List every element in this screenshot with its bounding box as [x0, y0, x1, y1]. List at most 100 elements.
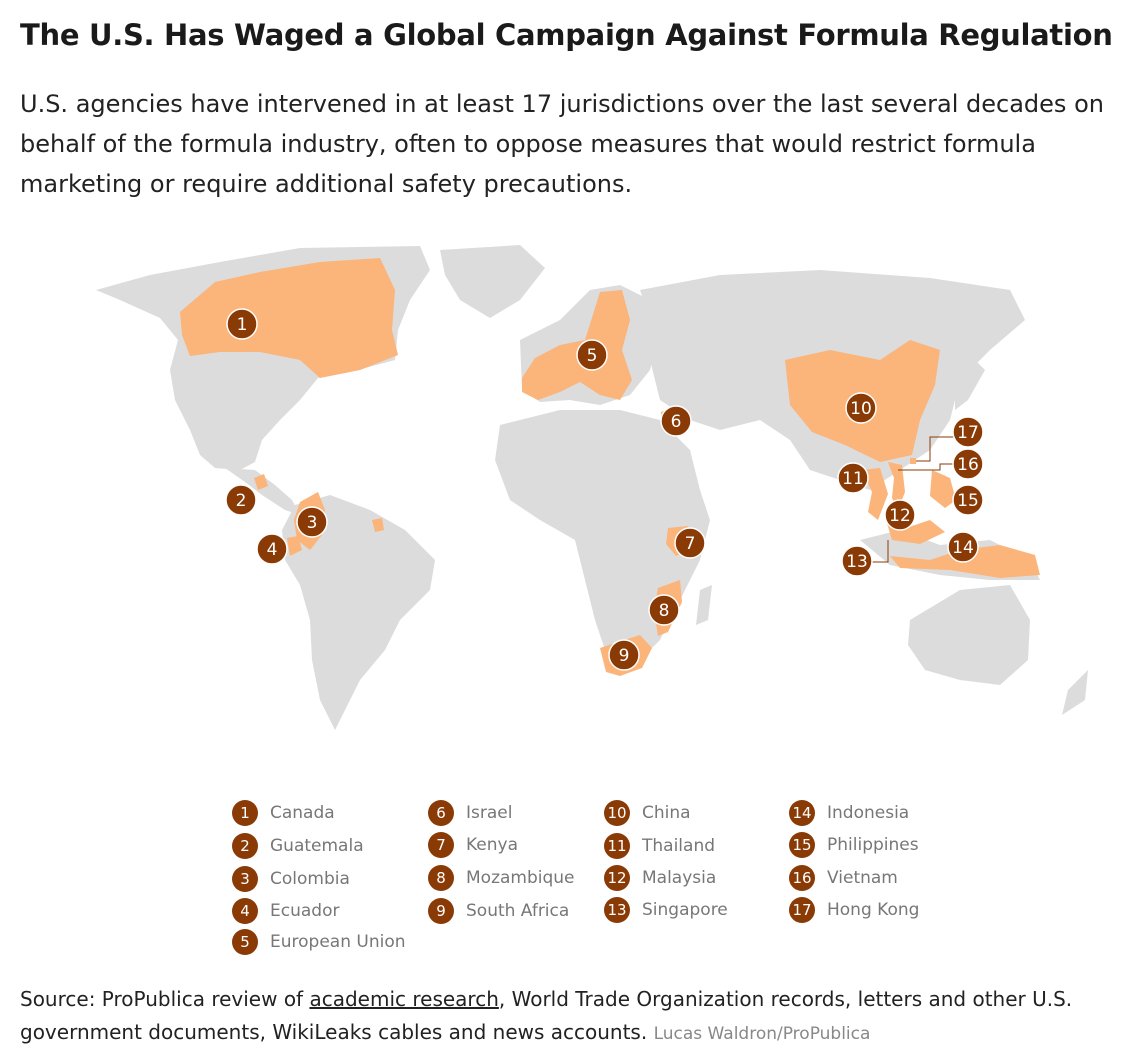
source-suffix: , World Trade Organization records, lett…	[20, 987, 1073, 1044]
legend-badge: 3	[232, 866, 258, 892]
land-madagascar	[696, 585, 712, 625]
legend-label: Ecuador	[270, 901, 340, 921]
region-european-union	[522, 290, 632, 400]
legend-item-14: 14 Indonesia	[789, 800, 909, 826]
map-marker-vietnam	[952, 448, 984, 480]
legend-badge: 4	[232, 898, 258, 924]
map-marker-label: 10	[850, 399, 872, 419]
legend-item-13: 13 Singapore	[604, 897, 728, 923]
land-south-america	[282, 495, 435, 730]
map-marker-south-africa	[608, 639, 640, 671]
map-marker-canada	[226, 308, 258, 340]
map-marker-label: 1	[237, 315, 248, 335]
legend-badge: 14	[789, 800, 815, 826]
map-marker-philippines	[952, 484, 984, 516]
legend-label: Malaysia	[642, 868, 717, 888]
map-marker-label: 16	[957, 455, 979, 475]
legend-label: Mozambique	[466, 868, 575, 888]
legend-label: Philippines	[827, 835, 919, 855]
legend-label: Guatemala	[270, 836, 364, 856]
map-marker-label: 7	[685, 534, 696, 554]
region-ecuador	[287, 536, 302, 556]
map-marker-label: 6	[671, 412, 682, 432]
leader-singapore	[870, 540, 889, 563]
legend-label: Hong Kong	[827, 900, 920, 920]
source-prefix: Source: ProPublica review of	[20, 987, 310, 1011]
map-marker-ecuador	[256, 533, 288, 565]
legend-label: Kenya	[466, 835, 519, 855]
source-note: Source: ProPublica review of academic re…	[20, 983, 1120, 1051]
map-marker-label: 9	[619, 646, 630, 666]
legend-item-16: 16 Vietnam	[789, 865, 898, 891]
legend-item-4: 4 Ecuador	[232, 898, 339, 924]
legend-badge: 9	[428, 898, 454, 924]
region-vietnam	[888, 462, 905, 510]
land-australia	[908, 585, 1030, 685]
map-marker-label: 12	[889, 506, 911, 526]
map-marker-malaysia	[884, 499, 916, 531]
legend-item-6: 6 Israel	[428, 800, 512, 826]
map-marker-hong-kong	[952, 416, 984, 448]
legend-label: Thailand	[642, 836, 716, 856]
legend-badge: 13	[604, 897, 630, 923]
legend-badge: 17	[789, 897, 815, 923]
legend-badge: 16	[789, 865, 815, 891]
legend-label: China	[642, 803, 691, 823]
map-marker-guatemala	[225, 484, 257, 516]
legend-badge: 15	[789, 832, 815, 858]
source-link[interactable]: academic research	[309, 987, 499, 1011]
map-marker-label: 4	[267, 540, 278, 560]
chart-subtitle: U.S. agencies have intervened in at leas…	[20, 90, 1104, 198]
legend-item-1: 1 Canada	[232, 800, 335, 826]
map-marker-colombia	[296, 506, 328, 538]
map-marker-label: 3	[307, 513, 318, 533]
legend-item-7: 7 Kenya	[428, 832, 518, 858]
map-marker-israel	[660, 405, 692, 437]
map-marker-label: 5	[587, 346, 598, 366]
region-guyana	[372, 518, 384, 532]
leader-hong-kong	[916, 436, 968, 462]
legend-item-5: 5 European Union	[232, 929, 406, 955]
legend-badge: 8	[428, 865, 454, 891]
legend-badge: 11	[604, 833, 630, 859]
legend-item-17: 17 Hong Kong	[789, 897, 919, 923]
legend-badge: 7	[428, 832, 454, 858]
legend-label: Canada	[270, 803, 335, 823]
map-marker-label: 8	[659, 601, 670, 621]
region-guatemala	[254, 474, 268, 490]
region-malaysia	[886, 520, 945, 544]
region-hong-kong	[910, 458, 916, 464]
legend-item-8: 8 Mozambique	[428, 865, 575, 891]
chart-title: The U.S. Has Waged a Global Campaign Aga…	[20, 18, 1113, 52]
map-marker-label: 2	[236, 491, 247, 511]
region-philippines	[930, 470, 956, 508]
legend-label: South Africa	[466, 901, 570, 921]
land-central-america	[225, 468, 300, 515]
land-new-zealand	[1062, 670, 1088, 715]
legend-item-11: 11 Thailand	[604, 833, 715, 859]
map-marker-mozambique	[648, 594, 680, 626]
legend-badge: 2	[232, 833, 258, 859]
credit-line: Lucas Waldron/ProPublica	[653, 1024, 871, 1044]
legend-label: Colombia	[270, 869, 350, 889]
map-marker-label: 14	[952, 538, 974, 558]
land-greenland	[440, 245, 545, 318]
region-thailand	[862, 468, 888, 520]
legend-item-10: 10 China	[604, 800, 691, 826]
legend-badge: 5	[232, 929, 258, 955]
legend-badge: 12	[604, 865, 630, 891]
map-marker-thailand	[837, 462, 869, 494]
legend-item-12: 12 Malaysia	[604, 865, 716, 891]
legend-label: Indonesia	[827, 803, 910, 823]
legend-label: Vietnam	[827, 868, 898, 888]
legend-item-3: 3 Colombia	[232, 866, 350, 892]
map-marker-label: 15	[957, 491, 979, 511]
legend-label: Singapore	[642, 900, 728, 920]
map-marker-singapore	[841, 545, 873, 577]
map-marker-european-union	[576, 339, 608, 371]
legend-item-9: 9 South Africa	[428, 898, 569, 924]
region-canada	[180, 258, 398, 378]
map-marker-label: 17	[957, 423, 979, 443]
